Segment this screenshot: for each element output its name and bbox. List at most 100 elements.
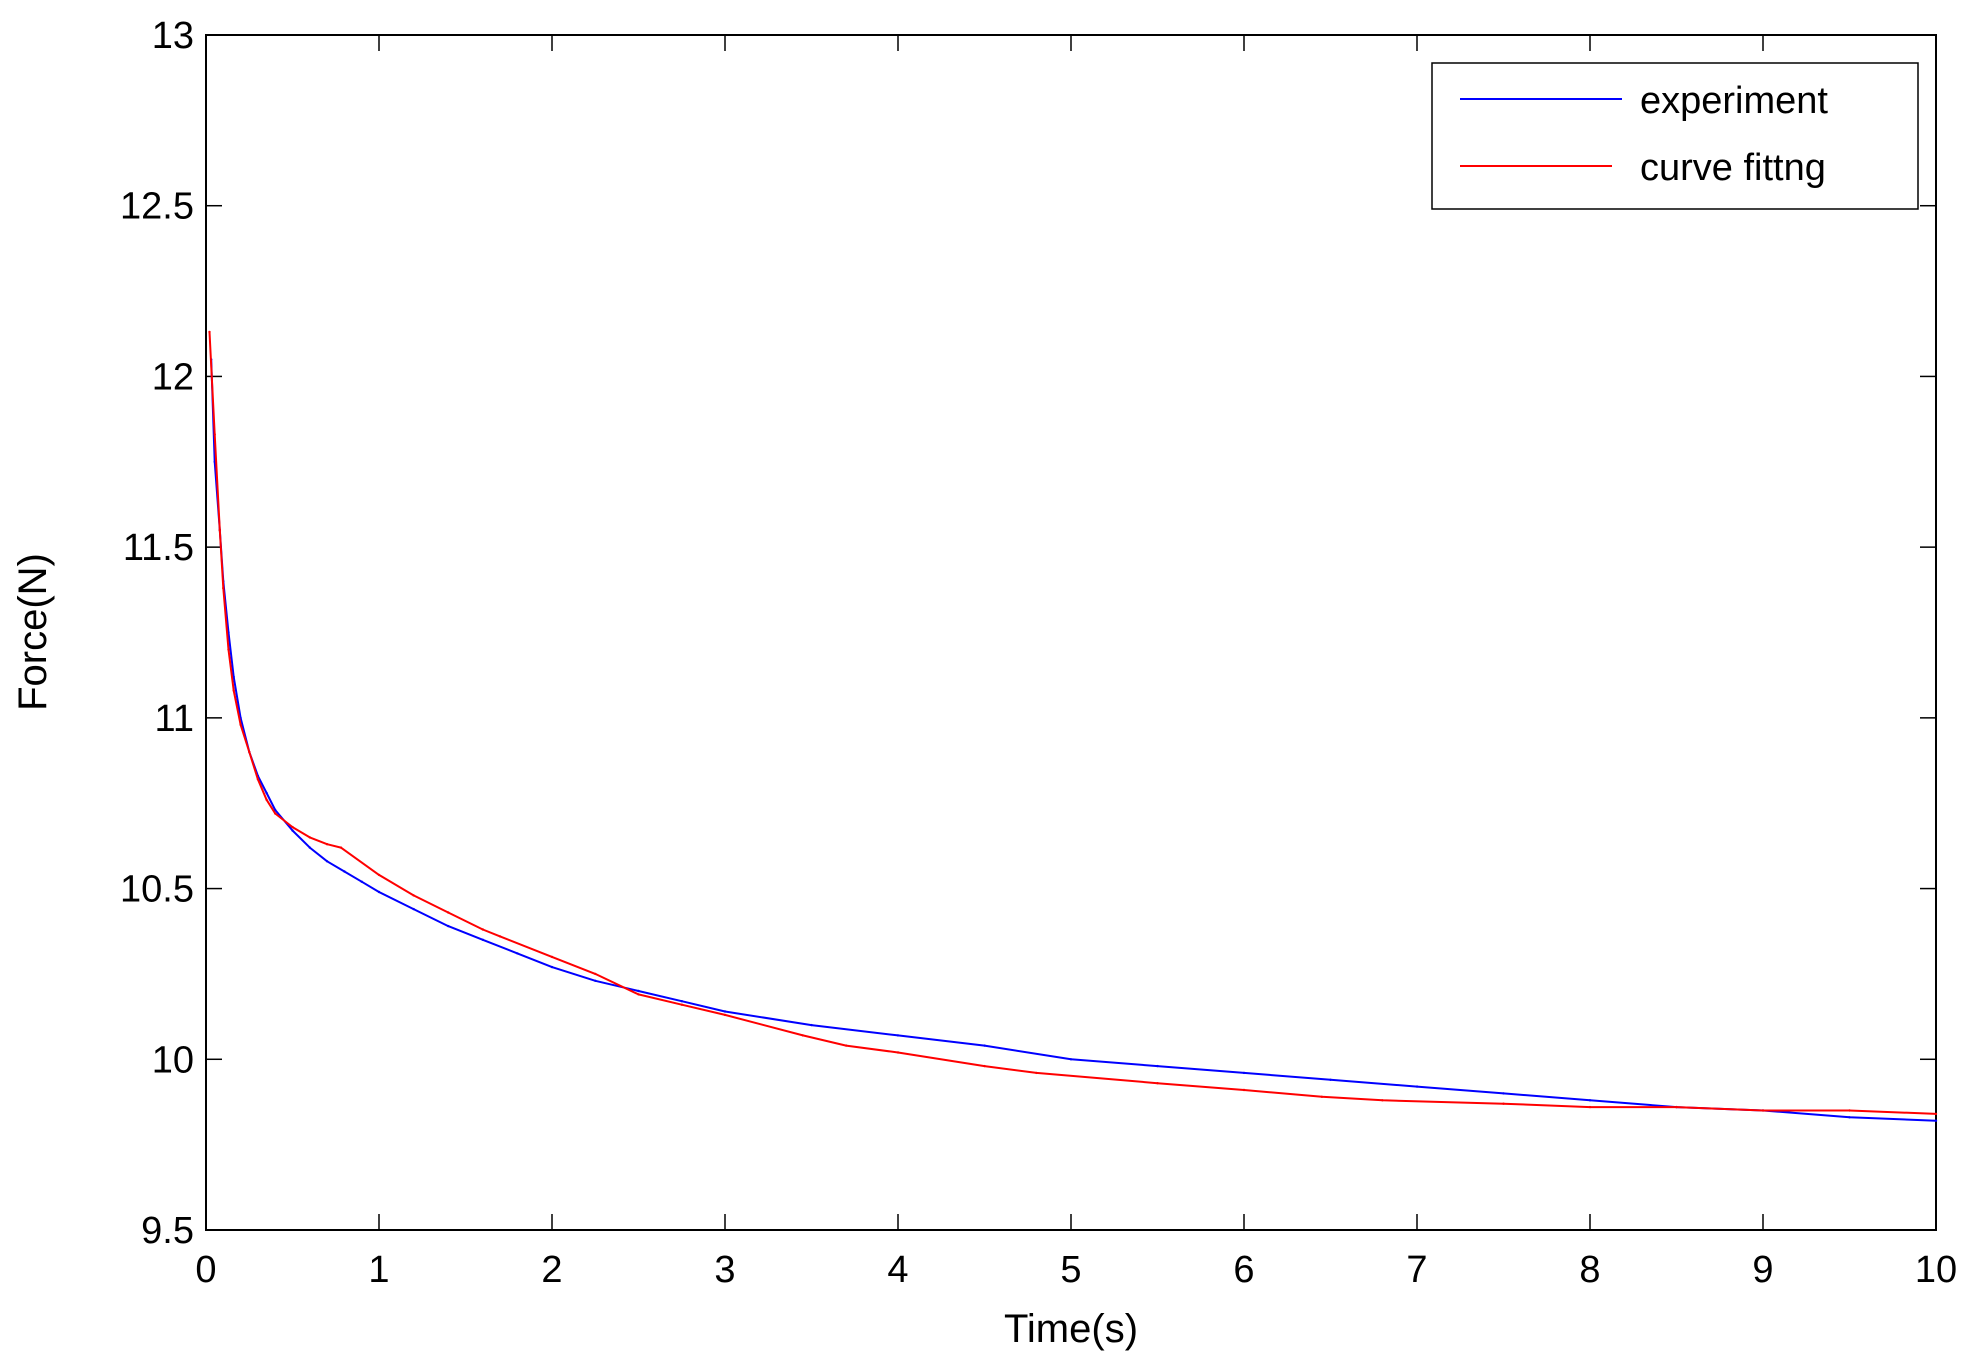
x-axis-title: Time(s)	[1004, 1307, 1138, 1351]
data-point-curve-fittng	[274, 812, 277, 815]
data-point-curve-fittng	[447, 911, 450, 914]
data-point-experiment	[265, 791, 268, 795]
y-tick-label: 12	[152, 356, 194, 398]
data-point-curve-fittng	[248, 750, 251, 754]
y-tick-label: 11	[155, 698, 194, 740]
data-point-curve-fittng	[896, 1051, 900, 1054]
data-point-curve-fittng	[377, 873, 381, 877]
data-point-curve-fittng	[680, 1003, 683, 1006]
data-point-curve-fittng	[1242, 1088, 1246, 1092]
data-point-curve-fittng	[1588, 1105, 1592, 1109]
data-point-curve-fittng	[325, 843, 329, 846]
legend: experiment curve fittng	[1431, 62, 1919, 210]
data-point-curve-fittng	[1502, 1102, 1505, 1105]
x-tick-label: 3	[714, 1249, 735, 1291]
legend-label-curve-fitting: curve fittng	[1640, 147, 1826, 189]
x-tick-label: 4	[887, 1249, 908, 1291]
data-point-curve-fittng	[339, 846, 343, 849]
y-tick-label: 13	[152, 15, 194, 57]
x-tick-label: 5	[1060, 1249, 1081, 1291]
x-tick-label: 0	[195, 1249, 216, 1291]
data-point-curve-fittng	[637, 993, 640, 996]
data-point-curve-fittng	[218, 528, 221, 532]
data-point-curve-fittng	[481, 928, 484, 931]
data-point-experiment	[1329, 1078, 1332, 1082]
data-point-curve-fittng	[227, 648, 230, 651]
data-point-experiment	[594, 979, 597, 982]
x-tick-label: 6	[1233, 1249, 1254, 1291]
data-point-curve-fittng	[239, 723, 242, 726]
data-point-experiment	[232, 675, 235, 679]
data-point-curve-fittng	[208, 330, 211, 334]
data-point-curve-fittng	[1320, 1095, 1324, 1099]
data-point-experiment	[274, 808, 277, 812]
data-point-curve-fittng	[550, 955, 554, 959]
data-point-experiment	[1242, 1071, 1246, 1075]
data-point-curve-fittng	[1381, 1099, 1384, 1102]
data-point-curve-fittng	[1675, 1105, 1678, 1109]
x-tick-label: 7	[1406, 1249, 1427, 1291]
data-point-experiment	[1502, 1092, 1505, 1095]
data-point-experiment	[1588, 1099, 1592, 1102]
data-point-experiment	[291, 829, 294, 832]
data-point-experiment	[1934, 1119, 1938, 1122]
data-point-curve-fittng	[213, 433, 216, 436]
data-point-experiment	[343, 870, 346, 873]
data-point-curve-fittng	[844, 1044, 848, 1047]
data-point-curve-fittng	[1761, 1109, 1765, 1112]
data-point-experiment	[723, 1010, 727, 1013]
data-point-experiment	[412, 907, 415, 911]
data-point-experiment	[325, 860, 329, 863]
data-point-experiment	[896, 1034, 900, 1037]
data-point-experiment	[481, 938, 484, 941]
data-point-curve-fittng	[265, 798, 268, 801]
data-point-curve-fittng	[1848, 1109, 1851, 1112]
data-point-curve-fittng	[222, 586, 225, 590]
data-point-curve-fittng	[1934, 1112, 1938, 1116]
plot-area	[205, 34, 1937, 1231]
x-tick-label: 1	[368, 1249, 389, 1291]
data-point-experiment	[1156, 1064, 1159, 1068]
x-tick-label: 8	[1579, 1249, 1600, 1291]
series-line-curve-fittng	[208, 331, 1937, 1115]
x-tick-label: 2	[541, 1249, 562, 1291]
data-point-curve-fittng	[1035, 1071, 1038, 1075]
data-point-curve-fittng	[983, 1064, 986, 1068]
data-point-curve-fittng	[498, 935, 502, 938]
data-point-experiment	[377, 890, 381, 894]
data-point-experiment	[637, 989, 640, 993]
legend-label-experiment: experiment	[1640, 80, 1828, 122]
data-point-experiment	[1069, 1058, 1073, 1061]
data-point-curve-fittng	[1156, 1082, 1159, 1085]
series-layer	[208, 330, 1938, 1122]
x-axis-ticks: 0 1 2 3 4 5 6 7 8 9 10	[195, 35, 1957, 1291]
data-point-experiment	[360, 880, 363, 883]
data-point-curve-fittng	[594, 972, 597, 976]
x-tick-label: 10	[1915, 1249, 1957, 1291]
data-point-curve-fittng	[256, 778, 260, 781]
data-point-experiment	[680, 1000, 683, 1003]
data-point-curve-fittng	[232, 689, 235, 692]
data-point-curve-fittng	[291, 825, 294, 829]
y-tick-label: 10.5	[120, 869, 194, 911]
y-tick-label: 12.5	[120, 186, 194, 228]
data-point-curve-fittng	[308, 836, 311, 839]
data-point-experiment	[983, 1044, 986, 1047]
y-tick-label: 11.5	[123, 527, 194, 569]
data-point-experiment	[1415, 1085, 1419, 1088]
data-point-experiment	[447, 924, 450, 928]
y-axis-ticks: 9.5 10 10.5 11 11.5 12 12.5 13	[120, 15, 1936, 1252]
data-point-curve-fittng	[412, 894, 415, 897]
y-tick-label: 10	[152, 1039, 194, 1081]
y-tick-label: 9.5	[141, 1210, 194, 1252]
legend-box	[1431, 62, 1919, 210]
series-line-experiment	[210, 359, 1937, 1122]
data-point-curve-fittng	[801, 1034, 805, 1037]
data-point-curve-fittng	[723, 1013, 727, 1017]
data-point-experiment	[550, 965, 554, 969]
data-point-experiment	[810, 1023, 813, 1027]
data-point-experiment	[516, 952, 519, 955]
data-point-experiment	[308, 846, 311, 849]
data-point-experiment	[1848, 1116, 1851, 1119]
y-axis-title: Force(N)	[11, 553, 55, 711]
